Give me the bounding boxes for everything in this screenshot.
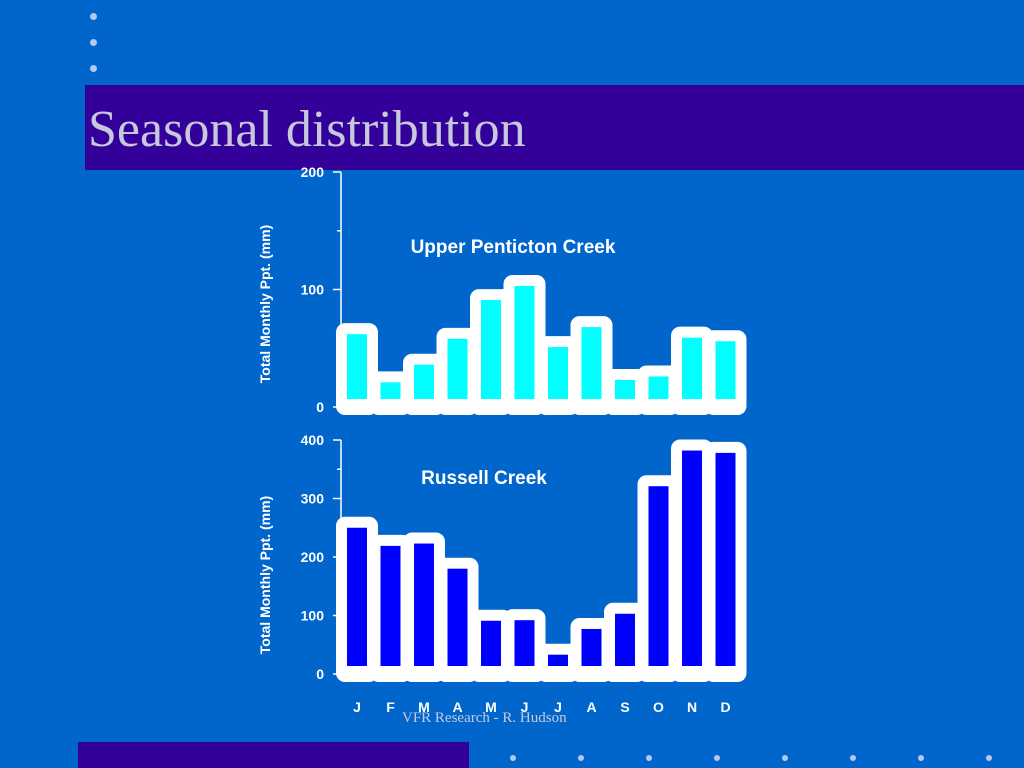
bar: [447, 338, 468, 399]
bar: [648, 486, 669, 666]
bar: [447, 568, 468, 666]
bar: [581, 327, 602, 399]
bottom-band: [78, 742, 469, 768]
footer-credit: VFR Research - R. Hudson: [402, 710, 567, 726]
bullet-dot: [90, 39, 97, 46]
x-tick-label: J: [353, 699, 361, 715]
bar: [514, 620, 535, 666]
footer-dot: [510, 755, 516, 761]
x-tick-label: M: [418, 699, 430, 715]
footer-dot: [578, 755, 584, 761]
chart-upper-penticton: [333, 171, 747, 415]
y-tick-label: 300: [301, 491, 325, 507]
bar: [682, 450, 702, 666]
x-tick-label: J: [521, 699, 529, 715]
y-tick-label: 0: [316, 666, 324, 682]
footer-dot: [646, 755, 652, 761]
bullet-dot: [90, 13, 97, 20]
y-axis-title: Total Monthly Ppt. (mm): [257, 225, 273, 383]
bar: [715, 341, 736, 399]
bar: [380, 545, 401, 666]
bar: [347, 334, 367, 399]
x-tick-label: F: [386, 699, 395, 715]
bar: [347, 527, 367, 666]
chart-title: Russell Creek: [421, 468, 547, 489]
x-tick-label: S: [620, 699, 629, 715]
x-tick-label: M: [485, 699, 497, 715]
bar: [648, 376, 669, 399]
bar: [414, 364, 434, 399]
x-tick-label: A: [452, 699, 462, 715]
bar: [548, 654, 568, 666]
footer-dot: [850, 755, 856, 761]
footer-dots-decoration: [480, 755, 1024, 765]
bar: [615, 613, 635, 666]
x-tick-label: A: [586, 699, 596, 715]
x-tick-label: N: [687, 699, 697, 715]
bullet-dots-decoration: [90, 10, 100, 80]
bar: [615, 379, 635, 399]
footer-dot: [918, 755, 924, 761]
bullet-dot: [90, 65, 97, 72]
bar: [380, 382, 401, 399]
footer-dot: [986, 755, 992, 761]
x-tick-label: O: [653, 699, 664, 715]
title-band: [85, 85, 1024, 170]
bar: [414, 543, 434, 666]
y-tick-label: 0: [316, 399, 324, 415]
footer-dot: [714, 755, 720, 761]
y-axis-title: Total Monthly Ppt. (mm): [257, 496, 273, 654]
footer-dot: [782, 755, 788, 761]
bar: [514, 285, 535, 399]
x-tick-label: J: [554, 699, 562, 715]
chart-russell-creek: [333, 439, 747, 682]
chart-title: Upper Penticton Creek: [411, 237, 616, 258]
y-tick-label: 100: [301, 282, 325, 298]
x-tick-label: D: [720, 699, 730, 715]
bar: [481, 620, 501, 666]
bar: [481, 300, 501, 399]
bar: [548, 347, 568, 399]
slide-title: Seasonal distribution: [88, 101, 526, 158]
bar: [715, 452, 736, 666]
y-tick-label: 100: [301, 608, 325, 624]
y-tick-label: 200: [301, 549, 325, 565]
bar: [682, 337, 702, 399]
bar: [581, 628, 602, 666]
y-tick-label: 400: [301, 432, 325, 448]
y-tick-label: 200: [301, 164, 325, 180]
